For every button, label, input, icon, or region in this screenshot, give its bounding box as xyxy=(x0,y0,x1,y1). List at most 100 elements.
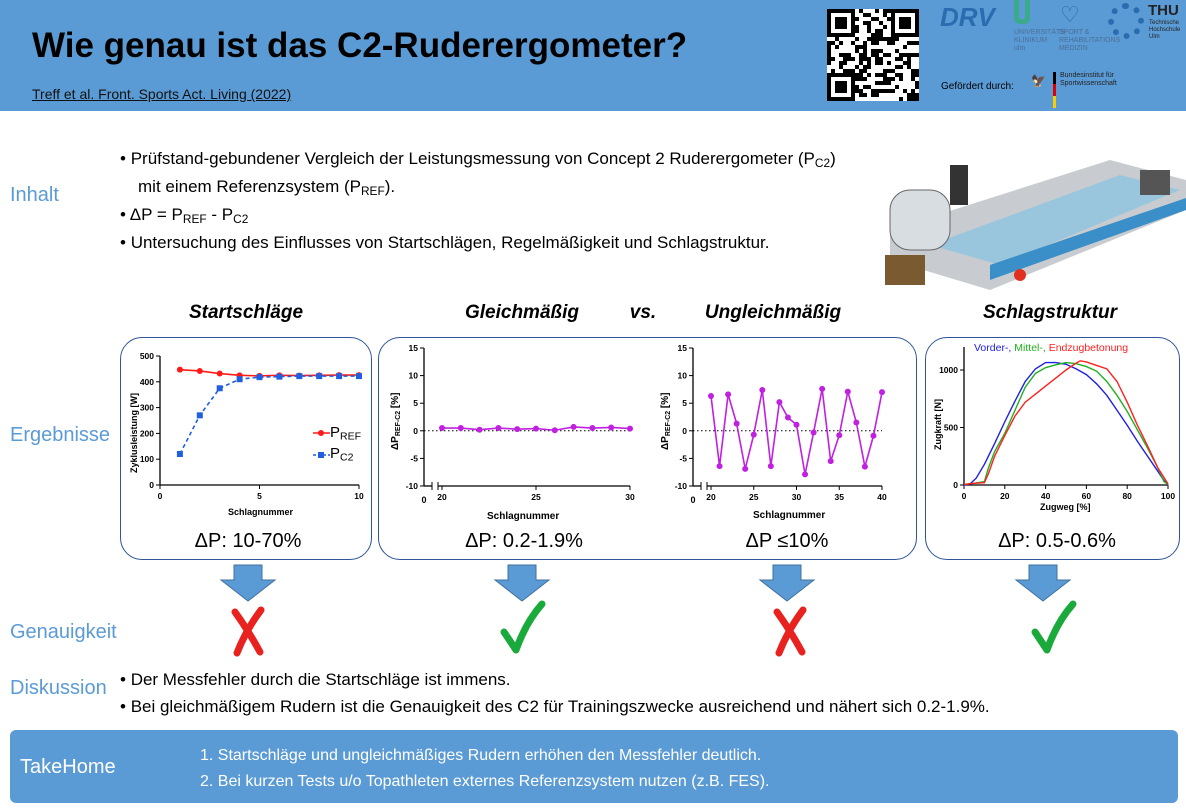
qr-module xyxy=(863,41,867,45)
legend-text: P xyxy=(330,424,341,441)
qr-module xyxy=(863,85,867,89)
qr-module xyxy=(827,17,831,21)
qr-module xyxy=(891,29,895,33)
qr-module xyxy=(867,13,871,17)
chart4-ylabel: Zugkraft [N] xyxy=(933,399,943,450)
qr-module xyxy=(835,37,839,41)
qr-module xyxy=(895,37,899,41)
qr-module xyxy=(899,65,903,69)
qr-module xyxy=(879,29,883,33)
bullet-item: • ΔP = PREF - PC2 xyxy=(120,204,249,226)
qr-module xyxy=(879,81,883,85)
thu-logo: THU xyxy=(1148,2,1179,19)
qr-module xyxy=(915,17,919,21)
qr-module xyxy=(871,53,875,57)
qr-module xyxy=(915,29,919,33)
qr-module xyxy=(863,13,867,17)
qr-module xyxy=(831,33,835,37)
qr-module xyxy=(867,37,871,41)
qr-module xyxy=(883,13,887,17)
takehome-item: 1. Startschläge und ungleichmäßiges Rude… xyxy=(200,747,762,764)
qr-module xyxy=(903,53,907,57)
qr-module xyxy=(915,69,919,73)
green-check-icon xyxy=(500,600,546,654)
qr-module xyxy=(915,73,919,77)
qr-module xyxy=(903,17,907,21)
qr-module xyxy=(875,29,879,33)
legend-sub: REF xyxy=(340,430,362,443)
down-arrow-icon xyxy=(758,564,816,602)
qr-module xyxy=(903,33,907,37)
qr-module xyxy=(839,53,843,57)
qr-module xyxy=(879,57,883,61)
qr-module xyxy=(899,33,903,37)
qr-module xyxy=(859,61,863,65)
qr-module xyxy=(859,9,863,13)
qr-module xyxy=(887,17,891,21)
qr-module xyxy=(903,25,907,29)
qr-module xyxy=(831,41,835,45)
section-label-diskussion: Diskussion xyxy=(10,677,107,699)
qr-module xyxy=(863,49,867,53)
qr-module xyxy=(835,97,839,101)
qr-module xyxy=(859,53,863,57)
qr-module xyxy=(831,97,835,101)
qr-module xyxy=(827,49,831,53)
down-arrow-icon xyxy=(1014,564,1072,602)
chart1-legend-ref: PREF xyxy=(330,424,361,443)
qr-module xyxy=(911,97,915,101)
qr-module xyxy=(835,9,839,13)
qr-module xyxy=(855,89,859,93)
bullet-item: • Bei gleichmäßigem Rudern ist die Genau… xyxy=(120,697,990,716)
qr-module xyxy=(827,53,831,57)
citation-link[interactable]: Treff et al. Front. Sports Act. Living (… xyxy=(32,86,292,102)
funded-by-label: Gefördert durch: xyxy=(941,81,1014,92)
qr-module xyxy=(871,33,875,37)
bullet-text: mit einem Referenzsystem (P xyxy=(138,176,361,196)
qr-module xyxy=(907,57,911,61)
qr-module xyxy=(883,25,887,29)
qr-module xyxy=(895,49,899,53)
qr-code[interactable] xyxy=(827,9,919,101)
drv-logo: DRV xyxy=(940,2,995,33)
qr-module xyxy=(851,97,855,101)
qr-module xyxy=(863,93,867,97)
qr-module xyxy=(915,21,919,25)
qr-module xyxy=(875,73,879,77)
ylabel-main: ΔP xyxy=(660,436,671,450)
subscript: C2 xyxy=(814,155,831,170)
qr-module xyxy=(899,77,903,81)
qr-module xyxy=(843,57,847,61)
qr-module xyxy=(867,57,871,61)
qr-module xyxy=(827,81,831,85)
qr-module xyxy=(851,13,855,17)
takehome-label: TakeHome xyxy=(20,756,116,778)
drv-logo-text: DRV xyxy=(940,2,995,32)
qr-module xyxy=(847,9,851,13)
qr-module xyxy=(903,21,907,25)
qr-module xyxy=(851,17,855,21)
qr-module xyxy=(863,45,867,49)
sport-medizin-logo: SPORT & REHABILITATIONS MEDIZIN xyxy=(1059,29,1121,52)
qr-module xyxy=(891,69,895,73)
qr-module xyxy=(891,13,895,17)
results-title-vs: vs. xyxy=(629,302,657,323)
qr-module xyxy=(891,41,895,45)
qr-module xyxy=(831,69,835,73)
delta-startschlaege: ΔP: 10-70% xyxy=(194,530,302,552)
qr-module xyxy=(867,25,871,29)
qr-module xyxy=(895,33,899,37)
eagle-icon: 🦅 xyxy=(1031,74,1046,88)
qr-module xyxy=(867,61,871,65)
qr-module xyxy=(875,93,879,97)
qr-module xyxy=(895,85,899,89)
qr-module xyxy=(855,73,859,77)
bullet-text: ). xyxy=(384,176,396,196)
qr-module xyxy=(911,89,915,93)
qr-module xyxy=(847,69,851,73)
qr-module xyxy=(851,69,855,73)
qr-module xyxy=(903,89,907,93)
qr-module xyxy=(843,97,847,101)
qr-module xyxy=(891,77,895,81)
qr-module xyxy=(875,81,879,85)
